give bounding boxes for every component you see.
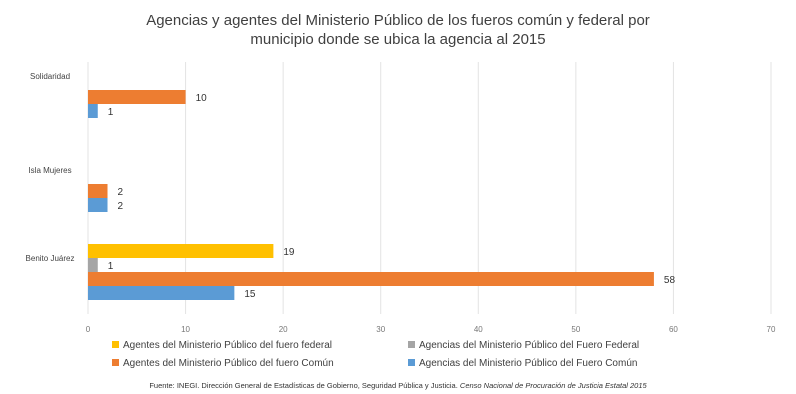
data-label: 1	[108, 107, 114, 118]
legend-item: Agencias del Ministerio Público del Fuer…	[408, 358, 637, 369]
x-tick-label: 10	[181, 325, 190, 334]
legend-label: Agentes del Ministerio Público del fuero…	[123, 340, 332, 351]
legend-swatch	[112, 341, 119, 348]
legend-swatch	[408, 341, 415, 348]
legend: Agentes del Ministerio Público del fuero…	[112, 340, 639, 369]
legend-swatch	[112, 359, 119, 366]
chart-title: Agencias y agentes del Ministerio Públic…	[146, 12, 650, 48]
data-label: 15	[244, 289, 256, 300]
bar	[88, 272, 654, 286]
data-label: 2	[118, 201, 124, 212]
bar	[88, 258, 98, 272]
data-label: 10	[196, 93, 208, 104]
bar	[88, 198, 108, 212]
x-tick-label: 60	[669, 325, 678, 334]
x-tick-label: 70	[767, 325, 776, 334]
x-tick-label: 0	[86, 325, 91, 334]
data-label: 2	[118, 187, 124, 198]
source-italic-text: Censo Nacional de Procuración de Justici…	[460, 381, 648, 390]
legend-item: Agencias del Ministerio Público del Fuer…	[408, 340, 639, 351]
x-tick-label: 50	[571, 325, 580, 334]
source-text: Fuente: INEGI. Dirección General de Esta…	[149, 381, 458, 390]
data-label: 19	[283, 247, 295, 258]
x-axis-ticks: 0 10 20 30 40 50 60 70	[86, 325, 776, 334]
category-label: Solidaridad	[30, 72, 70, 81]
chart-title-line-2: municipio donde se ubica la agencia al 2…	[250, 31, 545, 48]
chart-title-line-1: Agencias y agentes del Ministerio Públic…	[146, 12, 650, 29]
x-tick-label: 30	[376, 325, 385, 334]
legend-label: Agentes del Ministerio Público del fuero…	[123, 358, 334, 369]
source-note: Fuente: INEGI. Dirección General de Esta…	[149, 381, 647, 390]
bars: 19 1 10 2 58 1 2 15	[88, 90, 675, 300]
legend-swatch	[408, 359, 415, 366]
legend-item: Agentes del Ministerio Público del fuero…	[112, 358, 334, 369]
x-tick-label: 40	[474, 325, 483, 334]
category-labels: Solidaridad Isla Mujeres Benito Juárez	[26, 72, 75, 263]
bar	[88, 286, 235, 300]
category-label: Benito Juárez	[26, 254, 75, 263]
x-tick-label: 20	[279, 325, 288, 334]
bar	[88, 90, 186, 104]
bar	[88, 104, 98, 118]
data-label: 1	[108, 261, 114, 272]
legend-label: Agencias del Ministerio Público del Fuer…	[419, 340, 639, 351]
bar	[88, 244, 274, 258]
legend-label: Agencias del Ministerio Público del Fuer…	[419, 358, 637, 369]
legend-item: Agentes del Ministerio Público del fuero…	[112, 340, 332, 351]
data-label: 58	[664, 275, 676, 286]
bar	[88, 184, 108, 198]
category-label: Isla Mujeres	[28, 166, 71, 175]
